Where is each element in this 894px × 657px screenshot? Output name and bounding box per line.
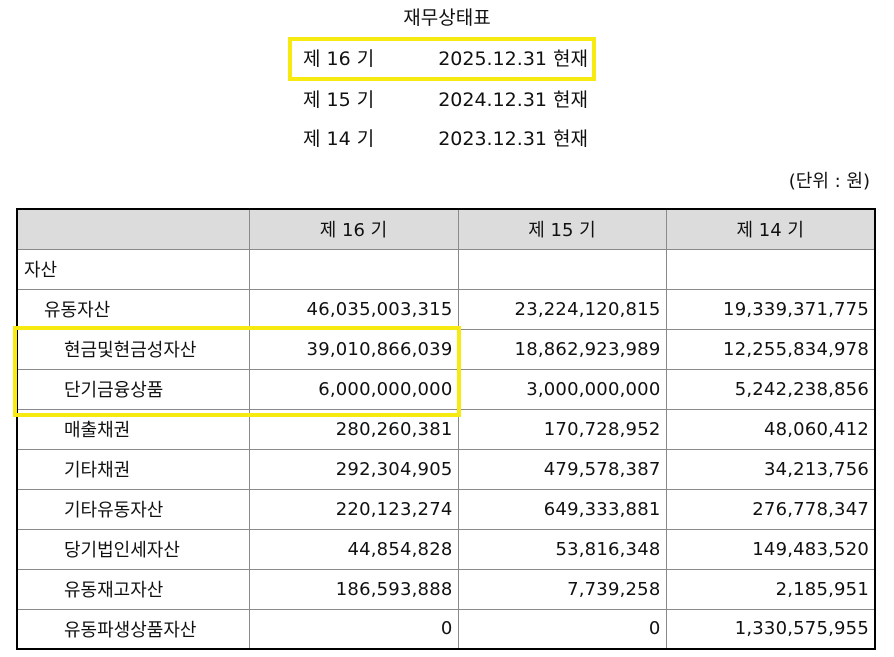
statement-title: 재무상태표 [403, 7, 491, 29]
period-highlight-box [288, 37, 596, 81]
table-row: 유동자산 46,035,003,315 23,224,120,815 19,33… [16, 288, 876, 330]
value-cell: 53,816,348 [457, 528, 667, 570]
value-cell: 292,304,905 [248, 448, 459, 490]
value-cell: 1,330,575,955 [665, 608, 876, 650]
value-cell: 34,213,756 [665, 448, 876, 490]
account-label: 당기법인세자산 [16, 528, 250, 570]
value-cell: 18,862,923,989 [457, 328, 667, 370]
account-label: 기타유동자산 [16, 488, 250, 530]
column-header-account [16, 208, 250, 250]
value-cell: 220,123,274 [248, 488, 459, 530]
column-header-period-14: 제 14 기 [665, 208, 876, 250]
table-row: 기타유동자산 220,123,274 649,333,881 276,778,3… [16, 488, 876, 530]
account-label: 현금및현금성자산 [16, 328, 250, 370]
table-row: 유동재고자산 186,593,888 7,739,258 2,185,951 [16, 568, 876, 610]
account-label: 유동파생상품자산 [16, 608, 250, 650]
value-cell: 479,578,387 [457, 448, 667, 490]
value-cell: 23,224,120,815 [457, 288, 667, 330]
value-cell: 170,728,952 [457, 408, 667, 450]
unit-label: (단위 : 원) [788, 171, 870, 192]
table-header-row: 제 16 기 제 15 기 제 14 기 [16, 208, 876, 250]
value-cell: 186,593,888 [248, 568, 459, 610]
value-cell: 3,000,000,000 [457, 368, 667, 410]
value-cell: 5,242,238,856 [665, 368, 876, 410]
account-label: 기타채권 [16, 448, 250, 490]
period-row-16: 제 16 기 2025.12.31 현재 [300, 44, 590, 74]
column-header-period-15: 제 15 기 [457, 208, 667, 250]
period-row-14: 제 14 기 2023.12.31 현재 [300, 124, 590, 154]
value-cell: 276,778,347 [665, 488, 876, 530]
value-cell [457, 248, 667, 290]
period-date: 2025.12.31 현재 [438, 48, 588, 70]
table-row: 자산 [16, 248, 876, 290]
value-cell: 46,035,003,315 [248, 288, 459, 330]
table-row: 단기금융상품 6,000,000,000 3,000,000,000 5,242… [16, 368, 876, 410]
period-date: 2023.12.31 현재 [438, 128, 588, 150]
table-row: 현금및현금성자산 39,010,866,039 18,862,923,989 1… [16, 328, 876, 370]
value-cell: 6,000,000,000 [248, 368, 459, 410]
period-row-15: 제 15 기 2024.12.31 현재 [300, 85, 590, 115]
value-cell: 7,739,258 [457, 568, 667, 610]
value-cell [248, 248, 459, 290]
account-label: 유동재고자산 [16, 568, 250, 610]
table-row: 유동파생상품자산 0 0 1,330,575,955 [16, 608, 876, 650]
value-cell: 2,185,951 [665, 568, 876, 610]
period-date: 2024.12.31 현재 [438, 89, 588, 111]
value-cell: 48,060,412 [665, 408, 876, 450]
period-label: 제 14 기 [303, 128, 375, 150]
account-label: 단기금융상품 [16, 368, 250, 410]
value-cell: 12,255,834,978 [665, 328, 876, 370]
value-cell: 149,483,520 [665, 528, 876, 570]
value-cell: 44,854,828 [248, 528, 459, 570]
account-label: 자산 [16, 248, 250, 290]
column-header-period-16: 제 16 기 [248, 208, 459, 250]
value-cell: 0 [248, 608, 459, 650]
account-label: 유동자산 [16, 288, 250, 330]
value-cell: 649,333,881 [457, 488, 667, 530]
period-label: 제 16 기 [303, 48, 375, 70]
period-label: 제 15 기 [303, 89, 375, 111]
value-cell: 19,339,371,775 [665, 288, 876, 330]
value-cell: 0 [457, 608, 667, 650]
balance-sheet-table: 제 16 기 제 15 기 제 14 기 자산 유동자산 46,035,003,… [16, 208, 876, 650]
value-cell [665, 248, 876, 290]
table-row: 당기법인세자산 44,854,828 53,816,348 149,483,52… [16, 528, 876, 570]
row-highlight-box [13, 326, 461, 417]
table-row: 기타채권 292,304,905 479,578,387 34,213,756 [16, 448, 876, 490]
